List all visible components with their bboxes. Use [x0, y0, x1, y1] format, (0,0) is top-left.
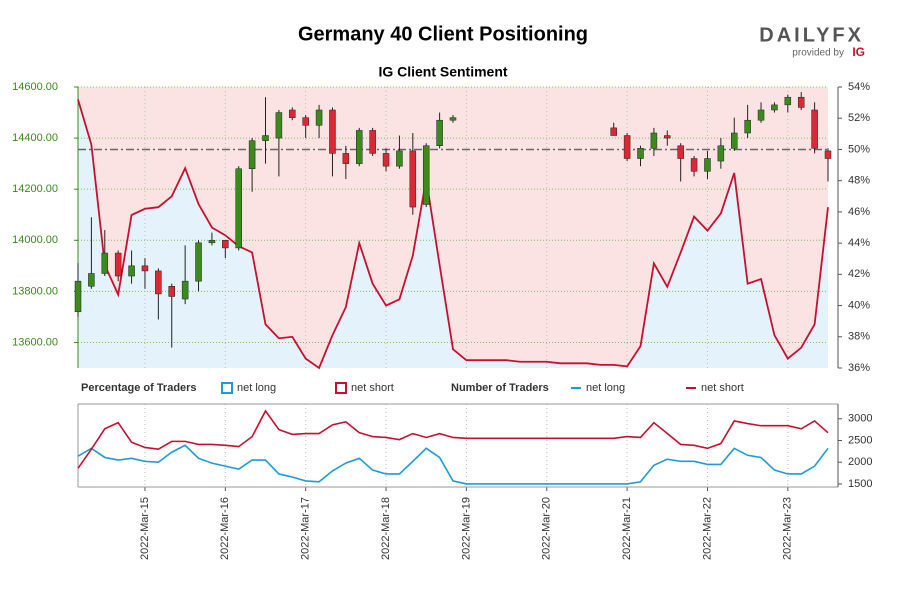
logo-brand: IG	[852, 45, 865, 59]
candle-body	[690, 158, 698, 172]
candle-body	[784, 96, 792, 106]
y2-tick-label: 52%	[848, 112, 870, 124]
y2-tick-label: 46%	[848, 206, 870, 218]
traders-line	[77, 444, 829, 485]
x-tick-label: 2022-Mar-19	[460, 497, 472, 560]
y2-tick-label: 38%	[848, 331, 870, 343]
y2-tick-label: 44%	[848, 237, 870, 249]
x-tick-label: 2022-Mar-17	[300, 497, 312, 560]
y-tick-label: 2500	[848, 434, 872, 446]
y-tick-label: 14200.00	[12, 183, 58, 195]
y-tick-label: 14000.00	[12, 234, 58, 246]
candle-body	[356, 130, 363, 164]
candle-body	[262, 135, 269, 141]
candle-body	[342, 153, 350, 164]
candle-body	[409, 150, 417, 208]
logo-tagline: provided by	[792, 48, 844, 59]
candle-body	[168, 286, 175, 297]
candle-body	[824, 150, 832, 159]
y-tick-label: 3000	[848, 413, 872, 425]
legend-label: net long	[237, 382, 276, 394]
candle-body	[436, 119, 443, 147]
candle-body	[610, 127, 617, 136]
candle-body	[637, 148, 644, 159]
candle-body	[650, 132, 658, 149]
candle-body	[141, 265, 149, 272]
candle-body	[731, 132, 738, 149]
x-tick-label: 2022-Mar-15	[139, 497, 151, 560]
candle-body	[717, 145, 725, 162]
y-tick-label: 13800.00	[12, 285, 58, 297]
y-tick-label: 1500	[848, 478, 872, 490]
candle-body	[623, 135, 631, 159]
x-tick-label: 2022-Mar-18	[380, 497, 392, 560]
candle-body	[128, 265, 135, 277]
candle-body	[88, 273, 95, 287]
y2-tick-label: 36%	[848, 362, 870, 374]
legend-label: net short	[351, 382, 394, 394]
y2-tick-label: 40%	[848, 299, 870, 311]
chart-title: Germany 40 Client Positioning	[298, 23, 588, 45]
candle-body	[329, 109, 336, 154]
candle-body	[677, 145, 684, 159]
candle-body	[222, 240, 229, 249]
candle-body	[704, 158, 711, 172]
chart-subtitle: IG Client Sentiment	[378, 64, 507, 80]
y-tick-label: 2000	[848, 456, 872, 468]
legend-title: Percentage of Traders	[81, 382, 197, 394]
candle-body	[757, 109, 765, 121]
candle-body	[315, 109, 323, 126]
candle-body	[74, 280, 82, 313]
y2-tick-label: 48%	[848, 175, 870, 187]
candle-body	[235, 168, 242, 249]
traders-line	[77, 409, 829, 469]
candle-body	[369, 130, 376, 154]
y-tick-label: 14600.00	[12, 81, 58, 93]
candle-body	[811, 109, 818, 149]
candle-body	[195, 242, 202, 282]
legend-title: Number of Traders	[451, 382, 549, 394]
y-tick-label: 14400.00	[12, 132, 58, 144]
candle-body	[664, 135, 671, 139]
x-tick-label: 2022-Mar-21	[621, 497, 633, 560]
candle-body	[289, 109, 296, 118]
candle-body	[449, 117, 457, 121]
x-tick-label: 2022-Mar-20	[541, 497, 553, 560]
net-long-line	[77, 99, 829, 370]
candle-body	[101, 252, 109, 274]
x-tick-label: 2022-Mar-22	[701, 497, 713, 560]
net-long-area	[78, 99, 828, 368]
y2-tick-label: 42%	[848, 268, 870, 280]
legend-box	[335, 382, 347, 394]
logo: DAILYFX	[759, 24, 864, 46]
x-tick-label: 2022-Mar-23	[782, 497, 794, 560]
candle-body	[275, 112, 283, 139]
candle-body	[181, 280, 189, 300]
candle-body	[771, 104, 778, 111]
candle-body	[744, 119, 751, 134]
candle-body	[797, 96, 805, 108]
candle-body	[155, 270, 162, 295]
candle-body	[208, 240, 216, 244]
y2-tick-label: 50%	[848, 143, 870, 155]
x-tick-label: 2022-Mar-16	[219, 497, 231, 560]
candle-body	[114, 252, 122, 277]
legend-label: net short	[701, 382, 744, 394]
candle-body	[422, 145, 430, 205]
legend-label: net long	[586, 382, 625, 394]
candle-body	[396, 150, 403, 167]
candle-body	[382, 153, 390, 167]
legend-box	[221, 382, 233, 394]
y2-tick-label: 54%	[848, 81, 870, 93]
candle-body	[302, 117, 309, 126]
y-tick-label: 13600.00	[12, 336, 58, 348]
candle-body	[248, 140, 256, 169]
